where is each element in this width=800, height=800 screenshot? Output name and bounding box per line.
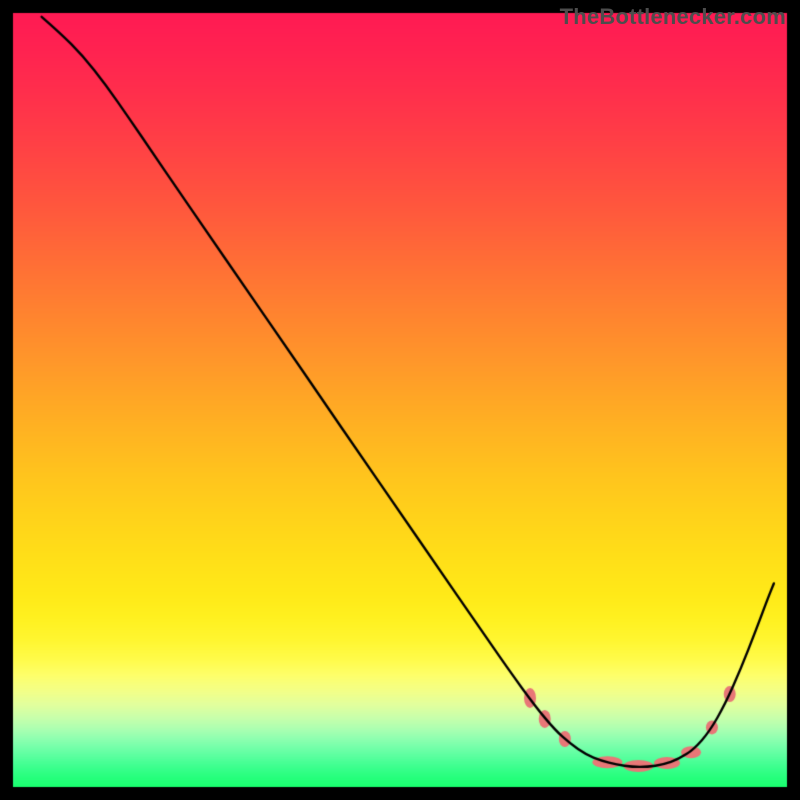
watermark-label: TheBottlenecker.com — [560, 4, 786, 30]
chart-stage: TheBottlenecker.com — [0, 0, 800, 800]
gradient-curve-canvas — [0, 0, 800, 800]
